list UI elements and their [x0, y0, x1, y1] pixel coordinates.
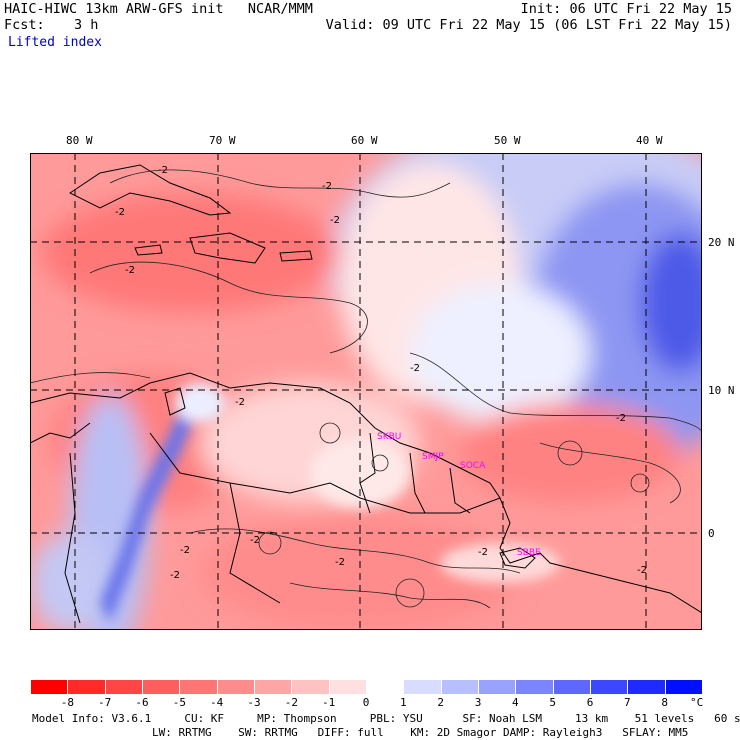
colorbar-label: -2 [284, 696, 298, 709]
puerto-rico-coast [279, 250, 313, 262]
colorbar-swatch [104, 680, 143, 694]
lon-label-40w: 40 W [636, 134, 663, 147]
forecast-value: 3 h [74, 17, 99, 33]
border-fguiana [449, 467, 471, 514]
station-sbbe: SBBE [517, 548, 541, 558]
contour-label: -2 [115, 207, 125, 218]
lat-label-10n: 10 N [708, 384, 735, 397]
colorbar-swatch [179, 680, 218, 694]
panama-coast [30, 422, 91, 444]
cuba-coast [69, 164, 232, 216]
colorbar-swatch [30, 680, 68, 694]
south-america-north-coast [30, 372, 702, 614]
colorbar-label: -8 [60, 696, 74, 709]
colorbar-unit: °C [690, 696, 704, 709]
amazon-mouth [499, 547, 536, 569]
colorbar-swatch [590, 680, 628, 694]
footer-line2: LW: RRTMG SW: RRTMG DIFF: full KM: 2D Sm… [152, 726, 689, 739]
border-guyana [359, 432, 376, 514]
contour-label: -2 [250, 535, 260, 546]
contour-label: -2 [410, 363, 420, 374]
colorbar-label: -6 [135, 696, 149, 709]
colorbar-label: -7 [98, 696, 112, 709]
contour-label: -2 [158, 165, 168, 176]
colorbar-label: -5 [172, 696, 186, 709]
contour-label: -2 [478, 547, 488, 558]
colorbar-swatch [67, 680, 106, 694]
colorbar-swatch [403, 680, 442, 694]
colorbar-swatch [664, 680, 703, 694]
colorbar-label: 1 [400, 696, 407, 709]
lon-label-50w: 50 W [494, 134, 521, 147]
model-title: HAIC-HIWC 13km ARW-GFS init NCAR/MMM [4, 1, 313, 17]
contour-label: -2 [322, 181, 332, 192]
colorbar-swatch [515, 680, 554, 694]
contour-label: -2 [170, 570, 180, 581]
contour-label: -2 [335, 557, 345, 568]
contour-label: -2 [125, 265, 135, 276]
colorbar-label: -4 [210, 696, 224, 709]
valid-time: Valid: 09 UTC Fri 22 May 15 (06 LST Fri … [325, 17, 732, 33]
footer-line1: Model Info: V3.6.1 CU: KF MP: Thompson P… [32, 712, 740, 725]
colorbar-label: 3 [474, 696, 482, 709]
field-name: Lifted index [8, 35, 102, 50]
contour-label: -2 [330, 215, 340, 226]
contour-label: -2 [235, 397, 245, 408]
border-colombia [149, 432, 281, 604]
colorbar-swatch [552, 680, 591, 694]
colorbar-label: 8 [661, 696, 668, 709]
lat-label-0: 0 [708, 527, 715, 540]
south-america-west-coast [64, 452, 81, 624]
hispaniola-coast [189, 232, 266, 264]
colorbar-swatch [478, 680, 516, 694]
colorbar-swatch [366, 680, 404, 694]
colorbar-label: -3 [247, 696, 261, 709]
colorbar-swatch [291, 680, 330, 694]
border-suriname [409, 452, 426, 514]
contour-label: -2 [180, 545, 190, 556]
init-time: Init: 06 UTC Fri 22 May 15 [520, 1, 732, 17]
lifted-index-map: -2 -2 -2 -2 -2 -2 -2 -2 -2 -2 -2 -2 -2 -… [30, 153, 702, 630]
colorbar-label: 2 [437, 696, 444, 709]
border-brazil-venezuela [229, 482, 501, 514]
colorbar-swatch [328, 680, 367, 694]
lon-label-80w: 80 W [66, 134, 93, 147]
station-smjp: SMJP [422, 452, 444, 462]
contour-label: -2 [637, 565, 647, 576]
forecast-label: Fcst: [4, 17, 45, 33]
jamaica-coast [134, 244, 163, 256]
station-soca: SOCA [460, 461, 486, 471]
colorbar-label: 7 [624, 696, 631, 709]
colorbar-label: 6 [586, 696, 594, 709]
colorbar-swatch [627, 680, 666, 694]
colorbar-label: -1 [322, 696, 336, 709]
colorbar-swatch [216, 680, 255, 694]
colorbar-label: 0 [362, 696, 370, 709]
lat-label-20n: 20 N [708, 236, 735, 249]
colorbar-swatch [142, 680, 180, 694]
lon-label-60w: 60 W [351, 134, 378, 147]
colorbar-label: 4 [512, 696, 519, 709]
contour-label: -2 [616, 413, 626, 424]
lon-label-70w: 70 W [209, 134, 236, 147]
colorbar-swatch [440, 680, 479, 694]
station-skbu: SKBU [377, 432, 401, 442]
colorbar-label: 5 [549, 696, 556, 709]
colorbar-swatch [254, 680, 292, 694]
